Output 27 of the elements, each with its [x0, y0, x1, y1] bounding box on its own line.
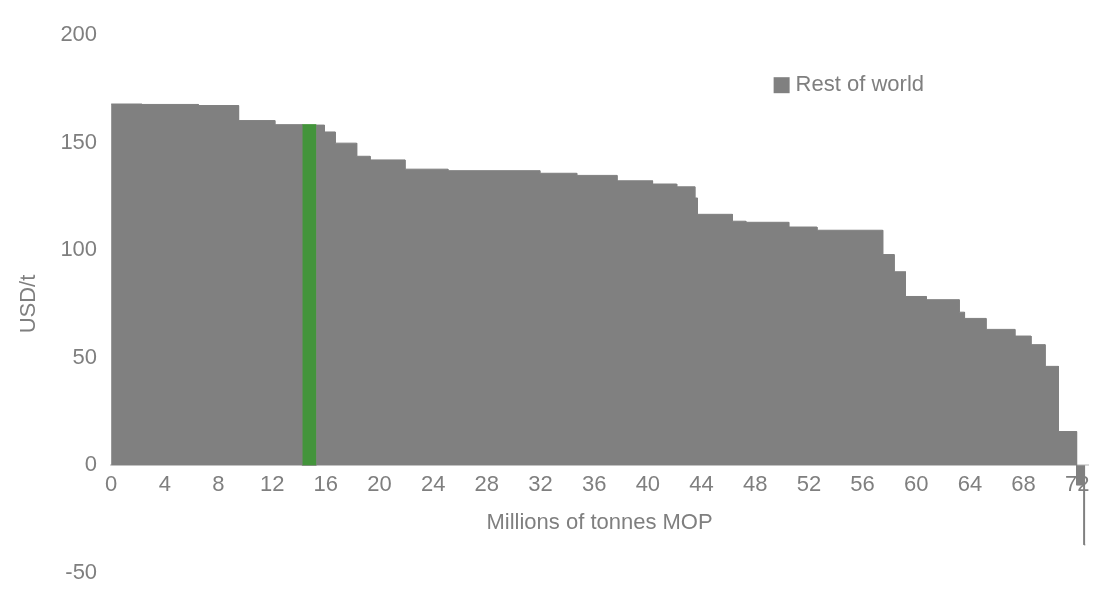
x-tick-label: 40	[635, 470, 661, 496]
x-tick-label: 52	[796, 470, 822, 496]
x-tick-label: 8	[212, 470, 225, 496]
y-tick-label: 0	[84, 451, 98, 477]
x-tick-label: 12	[259, 470, 285, 496]
x-tick-label: 32	[528, 470, 553, 496]
x-tick-label: 44	[689, 470, 714, 496]
x-tick-label: 4	[158, 470, 171, 496]
x-tick-label: 28	[474, 470, 500, 496]
x-tick-label: 16	[313, 470, 339, 496]
x-tick-label: 68	[1011, 470, 1036, 496]
y-tick-label: 150	[60, 128, 98, 154]
x-tick-label: 56	[850, 470, 875, 496]
y-tick-label: -50	[65, 558, 98, 584]
y-tick-label: 50	[72, 343, 98, 369]
x-tick-label: 24	[420, 470, 446, 496]
x-tick-label: 20	[367, 470, 392, 496]
x-axis-title: Millions of tonnes MOP	[486, 508, 713, 534]
legend-label: Rest of world	[795, 71, 925, 97]
y-tick-label: 200	[60, 21, 98, 47]
y-axis-title: USD/t	[15, 274, 41, 334]
x-tick-label: 60	[904, 470, 929, 496]
x-tick-label: 48	[742, 470, 768, 496]
x-tick-label: 64	[957, 470, 983, 496]
x-tick-label: 0	[104, 470, 118, 496]
x-tick-label: 36	[581, 470, 607, 496]
y-tick-label: 100	[60, 236, 98, 262]
